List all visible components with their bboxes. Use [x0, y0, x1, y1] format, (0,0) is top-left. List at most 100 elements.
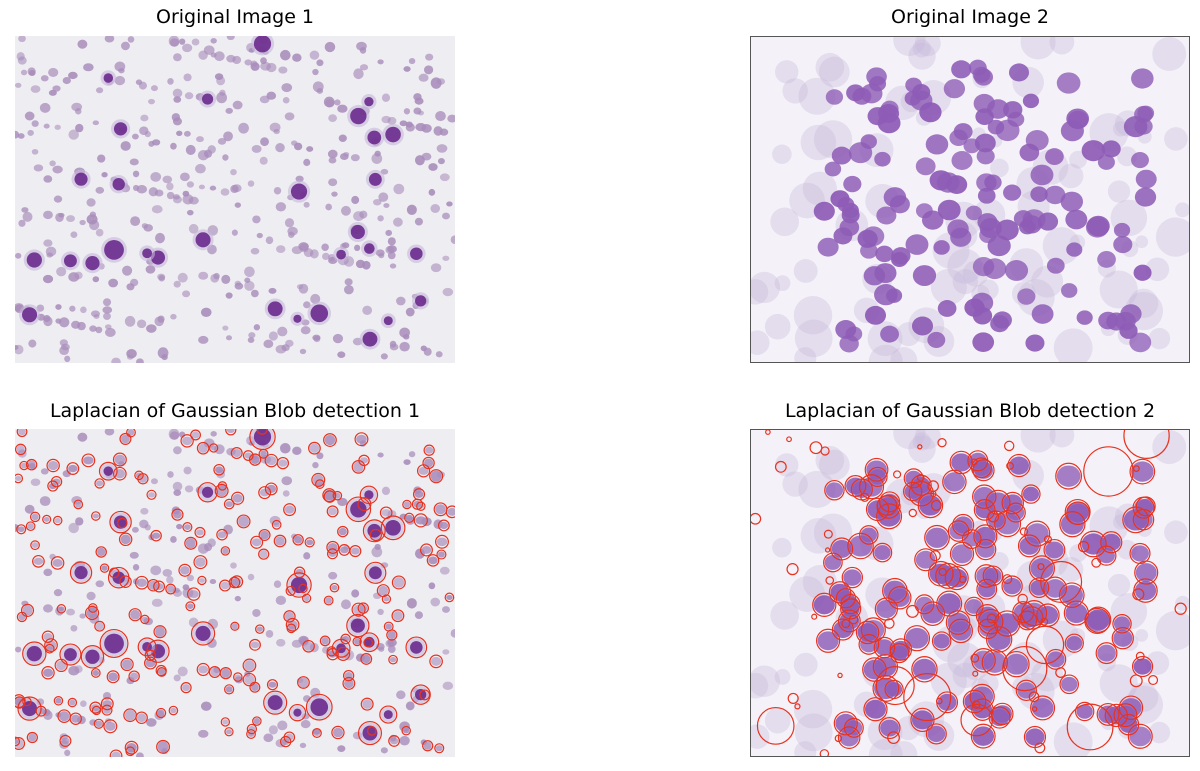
blob-circle: [416, 501, 426, 512]
blob-circle: [847, 532, 874, 560]
blob-circle: [1066, 703, 1114, 751]
blob-circle: [196, 441, 210, 455]
blob-circle: [109, 749, 123, 757]
blob-circle: [15, 736, 21, 747]
blob-circle: [837, 609, 861, 633]
blob-circle: [872, 675, 900, 702]
blob-circle: [1003, 440, 1015, 452]
blob-circle: [935, 697, 943, 705]
blob-circle: [100, 697, 114, 711]
blob-circle: [973, 524, 998, 549]
blob-circle: [1019, 527, 1029, 536]
blob-circle: [401, 725, 411, 736]
blob-circle: [1118, 695, 1144, 721]
blob-circle: [220, 546, 231, 556]
blob-circle: [360, 697, 374, 711]
blob-circle: [66, 462, 80, 475]
blob-circle: [369, 528, 382, 542]
blob-circle: [843, 717, 864, 738]
blob-circle: [41, 630, 55, 643]
blob-circle: [283, 731, 296, 744]
blob-circle: [840, 598, 862, 620]
blob-circle: [903, 468, 924, 489]
blob-circle: [423, 444, 435, 456]
blob-circle: [185, 601, 196, 612]
blob-circle: [349, 545, 362, 558]
blob-circle: [981, 649, 1008, 676]
blob-circle: [931, 631, 952, 651]
blob-circle: [80, 645, 105, 669]
blob-circle: [833, 711, 858, 736]
blob-circle: [219, 667, 232, 680]
blob-circle: [153, 580, 166, 593]
blob-circle: [434, 743, 445, 754]
blob-circle: [878, 717, 901, 740]
blob-circle: [1002, 574, 1013, 585]
blob-circle: [873, 636, 896, 659]
blob-circle: [50, 556, 65, 570]
blob-circle: [1006, 462, 1014, 470]
blob-circle: [146, 639, 170, 663]
blob-circle: [346, 613, 370, 638]
blob-circle: [249, 429, 276, 451]
blob-circle: [150, 529, 162, 542]
blob-circle: [1132, 588, 1145, 601]
panel-title: Laplacian of Gaussian Blob detection 2: [784, 400, 1156, 422]
blob-circle: [342, 669, 355, 682]
blob-circle: [357, 720, 383, 746]
blob-circle: [15, 443, 27, 456]
blob-circle: [25, 521, 36, 532]
blob-circle: [1174, 602, 1187, 615]
blob-circle: [44, 638, 58, 653]
blob-circle: [311, 728, 322, 738]
blob-circle: [208, 443, 219, 453]
blob-circle: [156, 739, 171, 754]
blob-circle: [942, 469, 967, 495]
blob-circle: [987, 510, 1000, 523]
blob-detection-image-1: [15, 429, 455, 757]
blob-circle: [286, 623, 297, 634]
cells: [751, 37, 1189, 362]
blob-circle: [264, 482, 278, 496]
blob-circle: [1030, 695, 1056, 721]
blob-circle: [119, 575, 132, 589]
blob-circle: [887, 731, 900, 745]
blob-circle: [1007, 453, 1031, 478]
blob-circle: [258, 486, 272, 500]
blob-circle: [937, 438, 947, 448]
cell-cluster-image: [751, 37, 1189, 362]
blob-circle: [263, 690, 288, 715]
blob-circle: [326, 548, 338, 560]
blob-circle: [925, 723, 947, 745]
blob-circle: [180, 681, 192, 694]
blob-circle: [1131, 655, 1154, 678]
blob-circle: [134, 575, 149, 590]
blob-circle: [228, 576, 241, 589]
blob-circle: [95, 546, 107, 558]
blob-circle: [57, 709, 72, 724]
blob-circle: [962, 689, 987, 714]
blob-circle: [751, 512, 762, 525]
blob-circle: [774, 460, 787, 473]
blob-circle: [876, 503, 903, 530]
blob-circle: [230, 621, 240, 631]
blob-circle: [949, 450, 973, 475]
blob-circle: [351, 460, 366, 474]
blob-circle: [1001, 491, 1024, 515]
blob-circle: [73, 499, 84, 510]
blob-circle: [304, 537, 315, 548]
blob-circle: [809, 441, 823, 455]
blob-circle: [59, 734, 72, 747]
blob-circle: [855, 620, 880, 645]
blob-circle: [52, 515, 63, 526]
blob-circle: [16, 524, 27, 535]
blob-circle: [236, 514, 251, 529]
blob-circle: [903, 673, 952, 722]
blob-circle: [322, 488, 337, 503]
blob-circle: [297, 676, 310, 689]
blob-circle: [947, 520, 970, 542]
blob-circle: [1021, 600, 1048, 627]
blob-circle: [380, 515, 406, 541]
blob-circle: [30, 540, 40, 551]
blob-circle: [1031, 706, 1038, 712]
